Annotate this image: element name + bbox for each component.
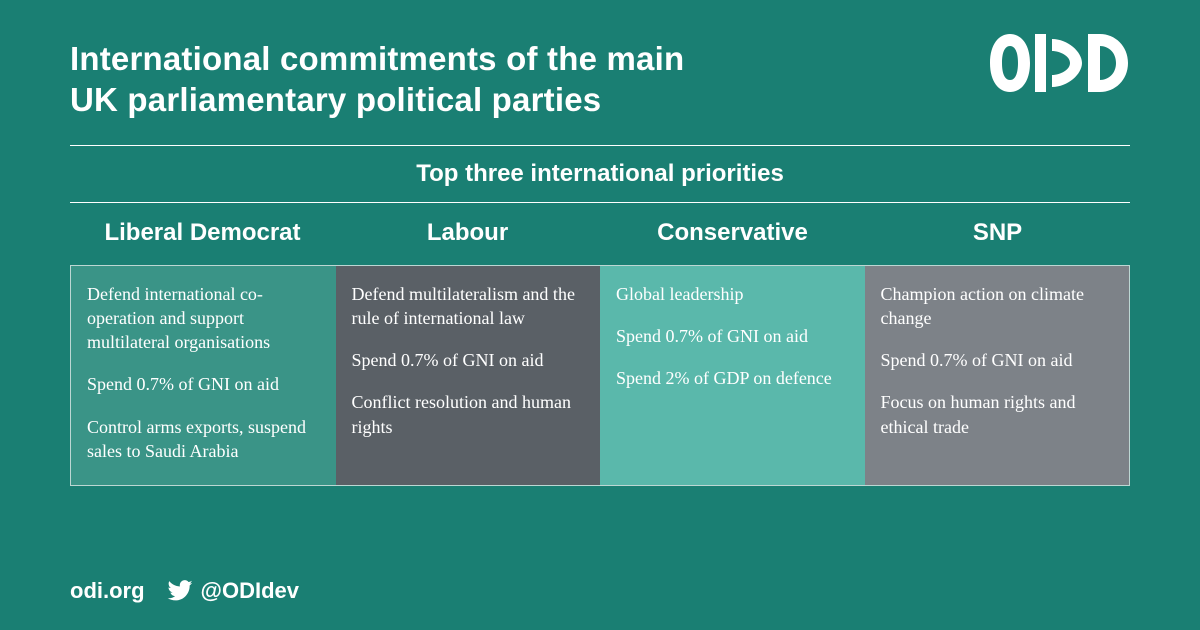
priority-item: Defend multilateralism and the rule of i… <box>352 282 585 331</box>
title-line-1: International commitments of the main <box>70 40 684 77</box>
twitter-icon <box>167 580 193 602</box>
header: International commitments of the main UK… <box>0 0 1200 121</box>
priority-item: Focus on human rights and ethical trade <box>881 390 1114 439</box>
party-header-labour: Labour <box>335 203 600 265</box>
page-title: International commitments of the main UK… <box>70 38 684 121</box>
priority-cell-conservative: Global leadership Spend 0.7% of GNI on a… <box>600 266 865 486</box>
footer: odi.org @ODIdev <box>70 578 299 604</box>
party-header-row: Liberal Democrat Labour Conservative SNP <box>70 202 1130 265</box>
priority-row: Defend international co-operation and su… <box>70 265 1130 487</box>
priority-cell-libdem: Defend international co-operation and su… <box>71 266 336 486</box>
priority-item: Spend 2% of GDP on defence <box>616 366 849 390</box>
priority-item: Spend 0.7% of GNI on aid <box>352 348 585 372</box>
priority-item: Defend international co-operation and su… <box>87 282 320 355</box>
title-line-2: UK parliamentary political parties <box>70 81 601 118</box>
priority-cell-snp: Champion action on climate change Spend … <box>865 266 1130 486</box>
subtitle: Top three international priorities <box>70 146 1130 202</box>
priority-item: Conflict resolution and human rights <box>352 390 585 439</box>
party-header-snp: SNP <box>865 203 1130 265</box>
priority-item: Spend 0.7% of GNI on aid <box>881 348 1114 372</box>
priority-item: Champion action on climate change <box>881 282 1114 331</box>
priority-item: Global leadership <box>616 282 849 306</box>
content: Top three international priorities Liber… <box>0 145 1200 487</box>
priority-cell-labour: Defend multilateralism and the rule of i… <box>336 266 601 486</box>
footer-handle-text: @ODIdev <box>201 578 299 604</box>
odi-logo-icon <box>990 34 1130 97</box>
footer-twitter: @ODIdev <box>167 578 299 604</box>
priority-item: Spend 0.7% of GNI on aid <box>87 372 320 396</box>
footer-website: odi.org <box>70 578 145 604</box>
priority-item: Spend 0.7% of GNI on aid <box>616 324 849 348</box>
party-header-libdem: Liberal Democrat <box>70 203 335 265</box>
party-header-conservative: Conservative <box>600 203 865 265</box>
priority-item: Control arms exports, suspend sales to S… <box>87 415 320 464</box>
